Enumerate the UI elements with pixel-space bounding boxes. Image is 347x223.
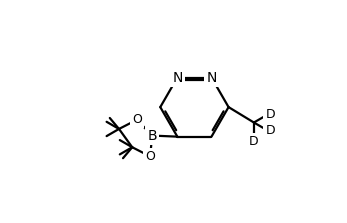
Text: D: D bbox=[249, 135, 259, 148]
Text: B: B bbox=[147, 128, 157, 142]
Text: O: O bbox=[132, 113, 142, 126]
Text: O: O bbox=[145, 150, 155, 163]
Text: D: D bbox=[265, 124, 275, 137]
Text: D: D bbox=[265, 108, 275, 121]
Text: N: N bbox=[172, 70, 183, 85]
Text: N: N bbox=[206, 70, 217, 85]
